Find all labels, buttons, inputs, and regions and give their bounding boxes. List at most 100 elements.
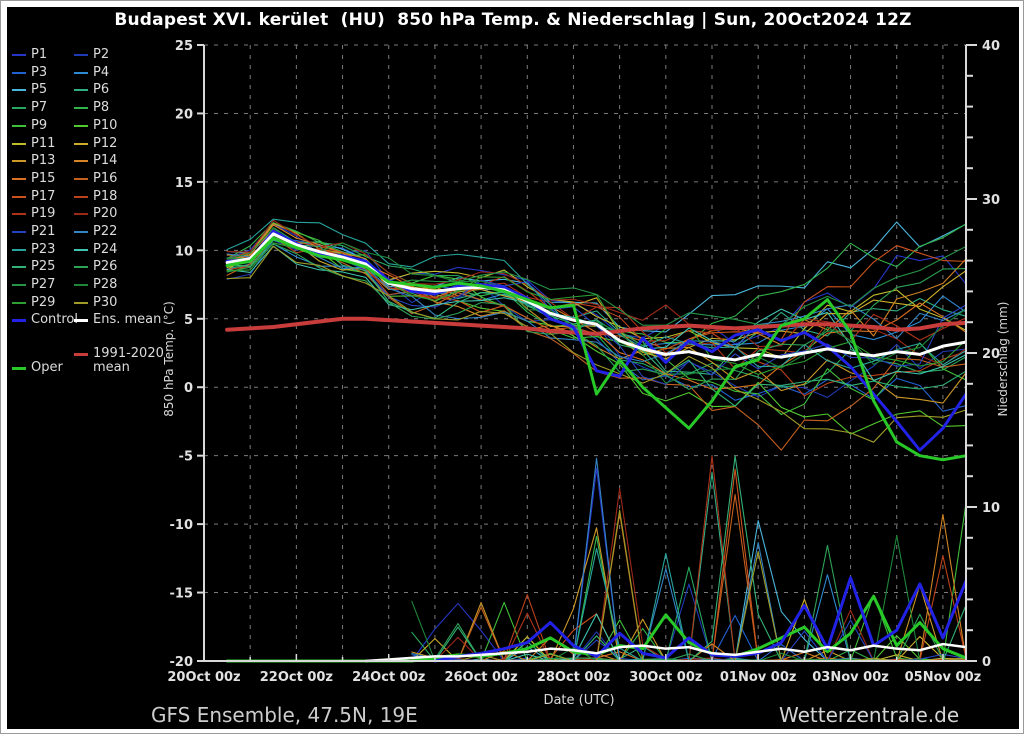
legend-label-p9: P9 [31, 117, 48, 133]
member-temp-p10 [226, 235, 966, 435]
legend-label-p19: P19 [31, 206, 56, 222]
legend-item-p16: P16 [74, 171, 117, 186]
y-left-tick-label: 25 [175, 39, 193, 54]
legend-item-p2: P2 [74, 48, 109, 62]
ensemble-plot: 25 20 15 10 5 0 -5 -10 -15 -20 0 10 20 30 40 20Oct 00z 2… [167, 39, 1000, 685]
legend-swatch-p26 [74, 266, 88, 269]
legend-label-clim-mean-line1: 1991-2020 [93, 346, 164, 361]
legend-swatch-p16 [74, 177, 88, 180]
x-tick-label: 24Oct 00z [352, 670, 425, 685]
member-temp-p12 [226, 229, 966, 360]
y-left-tick-label: 10 [175, 244, 193, 259]
legend-item-p30: P30 [74, 294, 118, 310]
clim-mean-temp-line [225, 316, 966, 336]
legend-item-ens-mean: Ens. mean [74, 313, 161, 327]
member-precip-p22 [411, 457, 966, 662]
legend-swatch-p10 [74, 124, 88, 127]
legend-item-p22: P22 [74, 225, 117, 239]
legend-label-ens-mean: Ens. mean [93, 312, 162, 327]
legend-item-p17: P17 [12, 189, 55, 204]
member-temp-p28 [226, 227, 966, 384]
legend-item-p27: P27 [12, 278, 55, 292]
x-tick-label: 28Oct 00z [537, 670, 610, 685]
legend-label-p30: P30 [93, 294, 118, 310]
legend-item-p12: P12 [74, 136, 117, 151]
member-temp-p16 [226, 229, 966, 451]
x-tick-label: 03Nov 00z [812, 670, 889, 685]
legend-item-p1: P1 [12, 48, 47, 62]
legend-swatch-p13 [12, 160, 26, 163]
legend-item-p21: P21 [12, 225, 55, 239]
y-right-tick-label: 40 [982, 39, 1000, 54]
x-tick-label: 26Oct 00z [444, 670, 517, 685]
y-left-tick-label: -10 [170, 518, 194, 533]
legend-label-p2: P2 [93, 47, 110, 62]
legend-label-p3: P3 [31, 64, 48, 80]
x-tick-label: 05Nov 00z [905, 670, 982, 685]
legend-swatch-p14 [74, 160, 88, 163]
legend-swatch-p4 [74, 71, 88, 74]
x-tick-label: 20Oct 00z [167, 670, 240, 685]
legend-swatch-p21 [12, 231, 26, 233]
chart-canvas: Budapest XVI. kerület (HU) 850 hPa Temp.… [7, 7, 1019, 729]
legend-swatch-p24 [74, 248, 88, 251]
legend-swatch-ens-mean [74, 318, 88, 322]
legend-swatch-p5 [12, 89, 26, 92]
legend-label-p6: P6 [93, 82, 110, 98]
legend-label-p29: P29 [31, 294, 56, 310]
legend-item-p9: P9 [12, 117, 48, 133]
legend-item-p28: P28 [74, 278, 117, 292]
legend-label-p21: P21 [31, 224, 56, 239]
legend-item-p19: P19 [12, 207, 55, 221]
y-left-tick-label: -20 [170, 655, 194, 670]
legend-swatch-p18 [74, 195, 88, 198]
member-precip-p25 [411, 455, 966, 662]
legend-label-p20: P20 [93, 206, 118, 222]
control-temp-line [225, 229, 966, 452]
legend-label-p22: P22 [93, 224, 118, 239]
y-right-axis-title: Niederschlag (mm) [996, 301, 1010, 417]
legend-swatch-p1 [12, 54, 26, 56]
legend-item-p25: P25 [12, 260, 55, 274]
legend-item-p11: P11 [12, 136, 55, 151]
member-temp-p5 [226, 221, 966, 333]
legend-swatch-p3 [12, 71, 26, 74]
legend-swatch-p19 [12, 213, 26, 216]
legend-swatch-p22 [74, 231, 88, 233]
legend-label-p14: P14 [93, 153, 118, 169]
legend-swatch-p11 [12, 142, 26, 145]
y-right-tick-label: 10 [982, 501, 1000, 516]
legend-swatch-p7 [12, 107, 26, 110]
legend-swatch-control [12, 318, 26, 322]
legend-item-p7: P7 [12, 101, 47, 115]
legend-swatch-p23 [12, 248, 26, 251]
legend-label-p10: P10 [93, 117, 118, 133]
legend-swatch-p30 [74, 301, 88, 304]
footer-site-name: Wetterzentrale.de [779, 703, 960, 727]
legend-item-p6: P6 [74, 83, 109, 97]
legend-item-p20: P20 [74, 207, 117, 221]
x-axis-title-text: Date (UTC) [543, 693, 615, 708]
legend-label-clim-mean-line2: mean [93, 360, 130, 375]
legend-item-clim-mean-line2: mean [74, 361, 130, 375]
legend-swatch-oper [12, 366, 26, 370]
legend-item-p15: P15 [12, 171, 55, 186]
x-axis-title: Date (UTC) [7, 693, 1019, 708]
legend-swatch-p12 [74, 142, 88, 145]
member-temp-p25 [226, 239, 966, 407]
legend-swatch-p29 [12, 301, 26, 304]
ens-mean-precip-line [364, 642, 966, 663]
legend-item-control: Control [12, 313, 78, 327]
member-temp-p22 [226, 232, 966, 363]
y-left-tick-label: 0 [184, 381, 193, 396]
legend-swatch-p25 [12, 266, 26, 269]
member-precip-p1 [411, 467, 966, 662]
y-left-tick-label: 20 [175, 107, 193, 122]
member-temp-p30 [226, 245, 966, 443]
legend-label-p13: P13 [31, 153, 56, 169]
y-left-axis-title: 850 hPa Temp. (°C) [162, 301, 176, 417]
legend-swatch-p17 [12, 195, 26, 198]
x-tick-label: 22Oct 00z [260, 670, 333, 685]
legend-label-p28: P28 [93, 277, 118, 293]
